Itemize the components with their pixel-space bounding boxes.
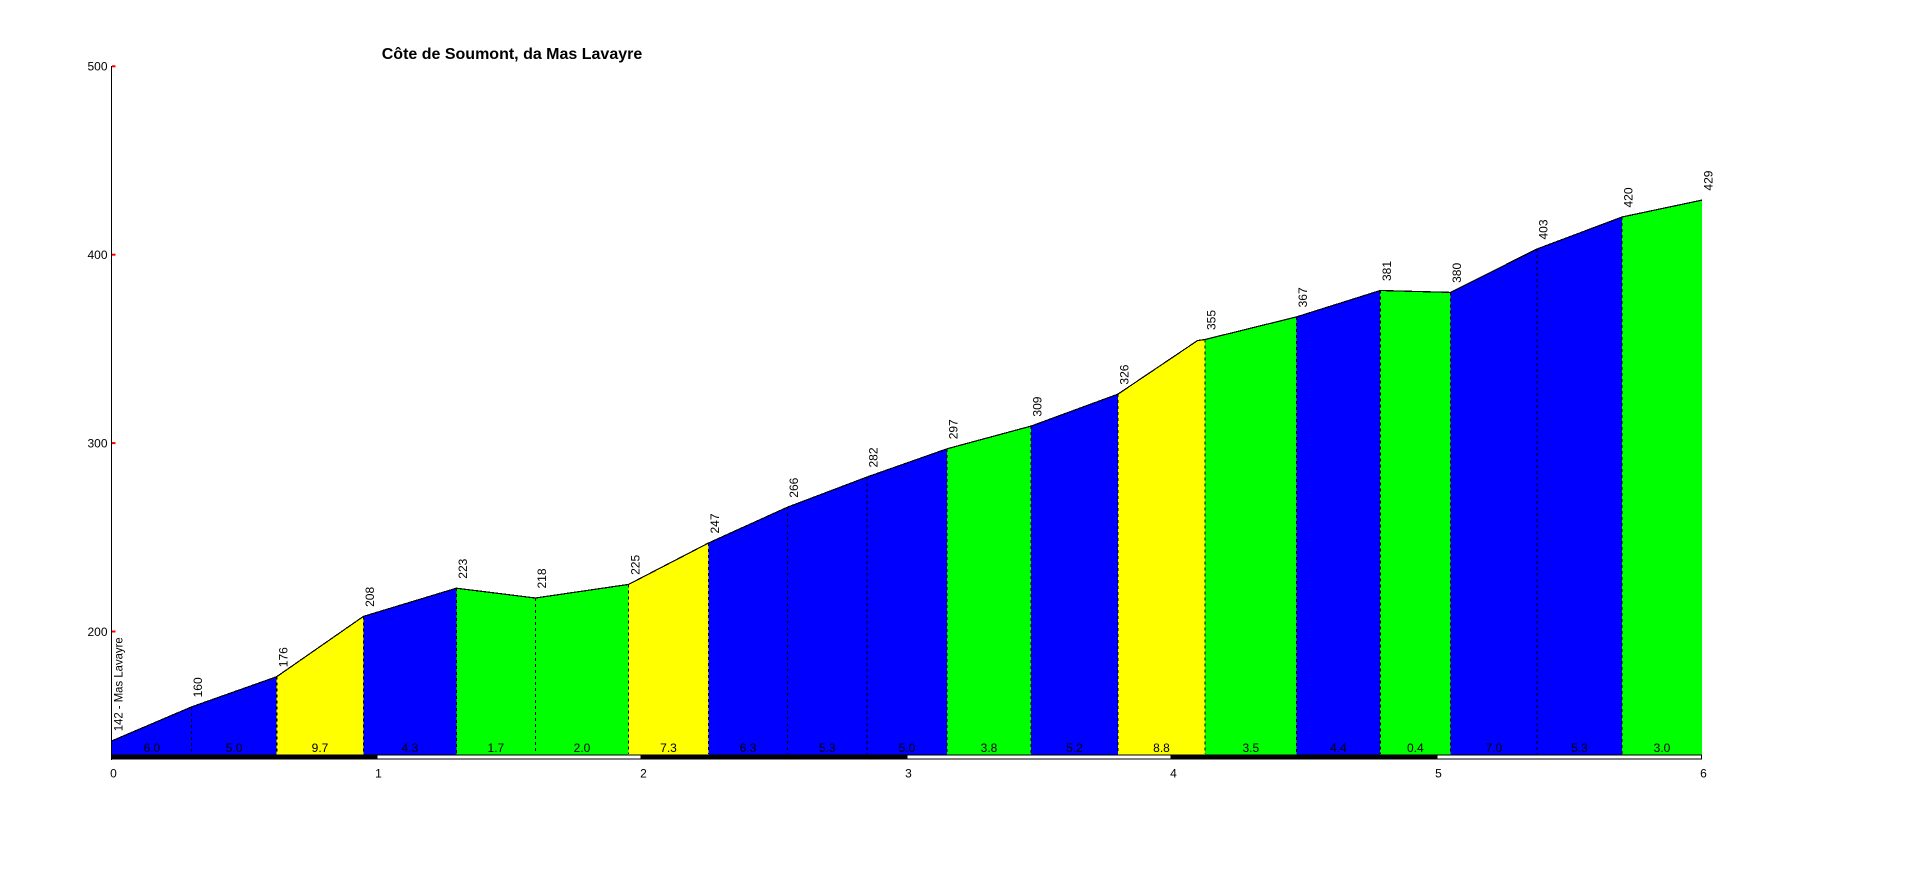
svg-text:429: 429 xyxy=(1702,170,1716,190)
svg-text:9.7: 9.7 xyxy=(312,741,329,755)
svg-text:420: 420 xyxy=(1622,187,1636,207)
svg-text:5.0: 5.0 xyxy=(226,741,243,755)
svg-text:223: 223 xyxy=(456,558,470,578)
svg-text:3: 3 xyxy=(905,767,912,781)
svg-text:176: 176 xyxy=(276,647,290,667)
svg-text:225: 225 xyxy=(628,555,642,575)
svg-text:8.8: 8.8 xyxy=(1153,741,1170,755)
svg-text:2: 2 xyxy=(640,767,647,781)
svg-text:297: 297 xyxy=(947,419,961,439)
svg-text:400: 400 xyxy=(87,248,107,262)
svg-text:309: 309 xyxy=(1031,396,1045,416)
svg-text:7.0: 7.0 xyxy=(1485,741,1502,755)
svg-text:218: 218 xyxy=(535,568,549,588)
svg-text:4: 4 xyxy=(1170,767,1177,781)
svg-text:500: 500 xyxy=(87,60,107,74)
svg-text:326: 326 xyxy=(1118,364,1132,384)
svg-text:355: 355 xyxy=(1205,310,1219,330)
svg-text:1: 1 xyxy=(375,767,382,781)
svg-text:5.2: 5.2 xyxy=(1066,741,1083,755)
svg-text:380: 380 xyxy=(1450,263,1464,283)
svg-text:160: 160 xyxy=(191,677,205,697)
svg-text:247: 247 xyxy=(708,513,722,533)
svg-text:381: 381 xyxy=(1380,261,1394,281)
svg-text:5.3: 5.3 xyxy=(819,741,836,755)
svg-text:3.8: 3.8 xyxy=(981,741,998,755)
svg-text:4.3: 4.3 xyxy=(402,741,419,755)
svg-text:208: 208 xyxy=(363,587,377,607)
svg-text:300: 300 xyxy=(87,436,107,450)
svg-text:5.3: 5.3 xyxy=(1571,741,1588,755)
svg-text:4.4: 4.4 xyxy=(1330,741,1347,755)
svg-text:266: 266 xyxy=(787,477,801,497)
svg-text:200: 200 xyxy=(87,625,107,639)
svg-text:3.5: 3.5 xyxy=(1242,741,1259,755)
svg-text:6: 6 xyxy=(1700,767,1707,781)
svg-text:142 - Mas Lavayre: 142 - Mas Lavayre xyxy=(112,637,126,731)
svg-text:Côte de Soumont, da Mas Lavayr: Côte de Soumont, da Mas Lavayre xyxy=(382,46,643,63)
svg-text:6.3: 6.3 xyxy=(740,741,757,755)
svg-text:7.3: 7.3 xyxy=(660,741,677,755)
svg-text:282: 282 xyxy=(867,447,881,467)
svg-text:6.0: 6.0 xyxy=(143,741,160,755)
svg-text:0: 0 xyxy=(110,767,117,781)
svg-text:3.0: 3.0 xyxy=(1654,741,1671,755)
svg-text:5: 5 xyxy=(1435,767,1442,781)
svg-text:403: 403 xyxy=(1537,219,1551,239)
svg-text:0.4: 0.4 xyxy=(1407,741,1424,755)
svg-text:367: 367 xyxy=(1296,287,1310,307)
svg-text:1.7: 1.7 xyxy=(488,741,505,755)
svg-text:5.0: 5.0 xyxy=(899,741,916,755)
svg-text:2.0: 2.0 xyxy=(574,741,591,755)
